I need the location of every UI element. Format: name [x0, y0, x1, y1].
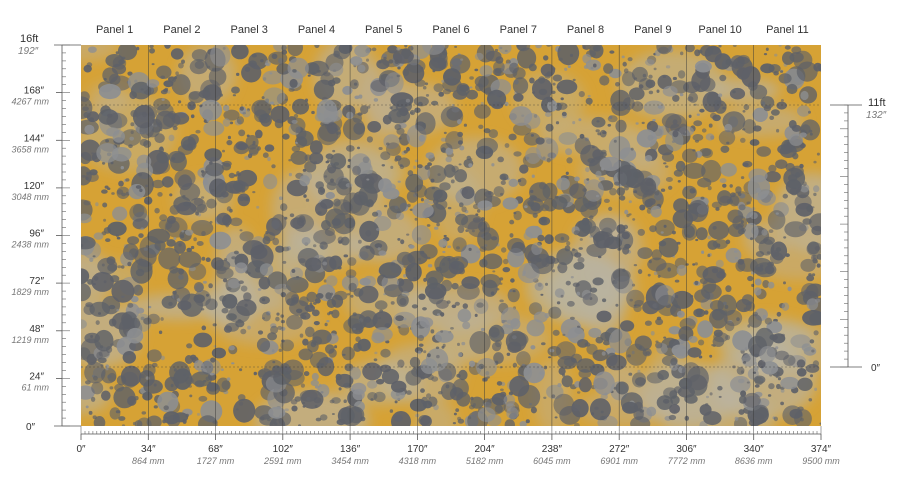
right-ruler-top-ft: 11ft — [868, 97, 886, 109]
bottom-ruler-mm-label: 8636 mm — [735, 456, 773, 466]
panel-label: Panel 5 — [365, 24, 402, 36]
left-ruler-mm-label: 3048 mm — [11, 192, 49, 202]
left-ruler-inch-label: 120″ — [24, 181, 45, 192]
left-ruler-inch-label: 96″ — [29, 229, 44, 240]
panel-label: Panel 1 — [96, 24, 133, 36]
bottom-ruler-inch-label: 272″ — [609, 444, 630, 455]
left-ruler-mm-label: 2438 mm — [10, 240, 49, 250]
bottom-ruler-mm-label: 7772 mm — [668, 456, 706, 466]
panel-label: Panel 4 — [298, 24, 335, 36]
left-ruler-mm-label: 4267 mm — [11, 97, 49, 107]
bottom-ruler-mm-label: 1727 mm — [197, 456, 235, 466]
left-ruler-inch-label: 24″ — [29, 371, 44, 382]
panel-label: Panel 2 — [163, 24, 200, 36]
left-ruler-top-ft: 16ft — [20, 33, 38, 45]
bottom-ruler-inch-label: 374″ — [811, 444, 832, 455]
left-ruler-mm-label: 3658 mm — [11, 144, 49, 154]
bottom-ruler-mm-label: 4318 mm — [399, 456, 437, 466]
panel-labels: Panel 1 Panel 2 Panel 3 Panel 4 Panel 5 Panel… — [96, 24, 809, 36]
bottom-ruler-inch-label: 102″ — [273, 444, 294, 455]
panel-label: Panel 11 — [766, 24, 809, 36]
bottom-ruler-inch-label: 204″ — [474, 444, 495, 455]
bottom-width-ruler: 0″ 34″864 mm 68″1727 mm 102″2591 mm 136″3454… — [76, 426, 840, 466]
panel-seams — [148, 45, 755, 426]
bottom-ruler-inch-label: 306″ — [676, 444, 697, 455]
panel-label: Panel 3 — [231, 24, 268, 36]
bottom-ruler-inch-label: 170″ — [407, 444, 428, 455]
left-ruler-mm-label: 1829 mm — [11, 287, 49, 297]
mural-image — [81, 45, 821, 426]
left-ruler-mm-label: 61 mm — [21, 382, 49, 392]
panel-label: Panel 9 — [634, 24, 671, 36]
left-ruler-zero: 0″ — [26, 422, 36, 433]
panel-label: Panel 6 — [432, 24, 469, 36]
panel-label: Panel 7 — [500, 24, 537, 36]
left-ruler-inch-label: 144″ — [24, 133, 45, 144]
bottom-ruler-mm-label: 5182 mm — [466, 456, 504, 466]
left-height-ruler: 16ft 192″ 0″ 168″4267 mm 144″3658 mm 120″3… — [10, 33, 81, 433]
bottom-ruler-mm-label: 6901 mm — [600, 456, 638, 466]
right-height-ruler: 11ft 132″ 0″ — [830, 97, 887, 374]
panel-label: Panel 10 — [698, 24, 741, 36]
bottom-ruler-inch-label: 136″ — [340, 444, 361, 455]
left-ruler-mm-label: 1219 mm — [11, 335, 49, 345]
left-ruler-inch-label: 72″ — [29, 276, 44, 287]
bottom-ruler-inch-label: 0″ — [76, 444, 86, 455]
left-ruler-inch-label: 48″ — [29, 324, 44, 335]
bottom-ruler-mm-label: 6045 mm — [533, 456, 571, 466]
left-ruler-inch-label: 168″ — [24, 86, 45, 97]
bottom-ruler-mm-label: 3454 mm — [331, 456, 369, 466]
wall-crop-lines — [81, 104, 821, 368]
bottom-ruler-inch-label: 68″ — [208, 444, 223, 455]
bottom-ruler-mm-label: 9500 mm — [802, 456, 840, 466]
bottom-ruler-mm-label: 864 mm — [132, 456, 165, 466]
panel-label: Panel 8 — [567, 24, 604, 36]
right-ruler-zero: 0″ — [871, 363, 881, 374]
bottom-ruler-inch-label: 238″ — [542, 444, 563, 455]
bottom-ruler-inch-label: 34″ — [141, 444, 156, 455]
right-ruler-top-in: 132″ — [866, 110, 887, 121]
bottom-ruler-mm-label: 2591 mm — [263, 456, 302, 466]
bottom-ruler-inch-label: 340″ — [744, 444, 765, 455]
left-ruler-top-in: 192″ — [18, 46, 39, 57]
